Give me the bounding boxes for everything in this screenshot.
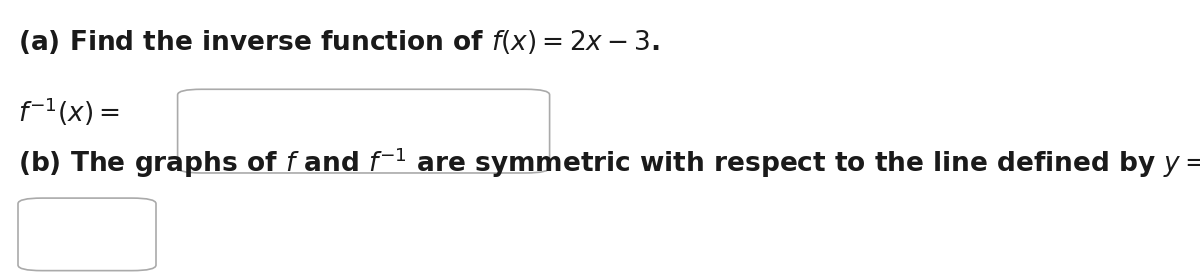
Text: $f^{-1}(x) =$: $f^{-1}(x) =$ [18,95,120,128]
Text: (a) Find the inverse function of $f(x) = 2x - 3$.: (a) Find the inverse function of $f(x) =… [18,28,660,56]
FancyBboxPatch shape [18,198,156,271]
Text: (b) The graphs of $f$ and $f^{-1}$ are symmetric with respect to the line define: (b) The graphs of $f$ and $f^{-1}$ are s… [18,145,1200,180]
FancyBboxPatch shape [178,89,550,173]
